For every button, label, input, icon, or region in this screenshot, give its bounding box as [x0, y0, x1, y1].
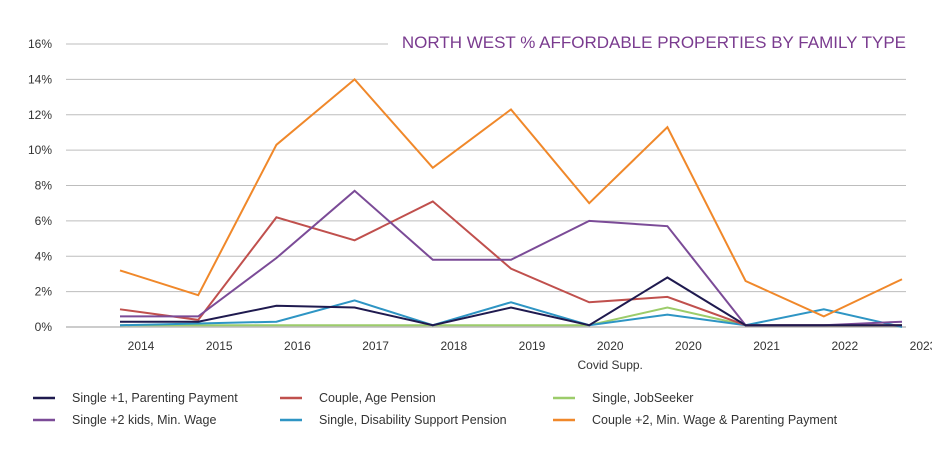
grid-lines — [66, 43, 906, 328]
x-tick-sublabel: Covid Supp. — [578, 358, 643, 372]
x-tick-label: 2020 — [675, 339, 702, 353]
legend-label: Single +2 kids, Min. Wage — [72, 413, 216, 427]
chart-title: NORTH WEST % AFFORDABLE PROPERTIES BY FA… — [402, 33, 906, 52]
x-tick-label: 2021 — [753, 339, 780, 353]
x-tick-label: 2020 — [597, 339, 624, 353]
x-tick-label: 2015 — [206, 339, 233, 353]
y-axis-ticks: 0% 2% 4% 6% 8% 10% 12% 14% 16% — [28, 37, 52, 334]
y-tick-label: 6% — [35, 214, 53, 228]
x-tick-label: 2022 — [831, 339, 858, 353]
series-line — [119, 77, 903, 318]
legend-label: Single +1, Parenting Payment — [72, 391, 238, 405]
x-tick-label: 2023 — [910, 339, 932, 353]
series-line — [120, 276, 902, 327]
legend-label: Single, Disability Support Pension — [319, 413, 507, 427]
y-tick-label: 4% — [35, 249, 53, 263]
legend-label: Single, JobSeeker — [592, 391, 693, 405]
x-tick-label: 2016 — [284, 339, 311, 353]
legend-label: Couple, Age Pension — [319, 391, 436, 405]
title-background — [388, 28, 918, 56]
series-lines — [119, 77, 903, 328]
x-tick-label: 2019 — [519, 339, 546, 353]
x-axis-ticks: 2014 2015 2016 2017 2018 2019 2020 Covid Supp. 2… — [128, 339, 932, 372]
y-tick-label: 10% — [28, 143, 52, 157]
series-line — [119, 299, 903, 328]
x-tick-label: 2018 — [440, 339, 467, 353]
y-tick-label: 2% — [35, 285, 53, 299]
x-tick-label: 2017 — [362, 339, 389, 353]
legend: Single +1, Parenting Payment Single +2 ki… — [33, 391, 838, 427]
y-tick-label: 0% — [35, 320, 53, 334]
y-tick-label: 8% — [35, 179, 53, 193]
y-tick-label: 16% — [28, 37, 52, 51]
series-line — [120, 189, 903, 327]
legend-label: Couple +2, Min. Wage & Parenting Payment — [592, 413, 838, 427]
x-tick-label: 2014 — [128, 339, 155, 353]
y-tick-label: 12% — [28, 108, 52, 122]
y-tick-label: 14% — [28, 72, 52, 86]
